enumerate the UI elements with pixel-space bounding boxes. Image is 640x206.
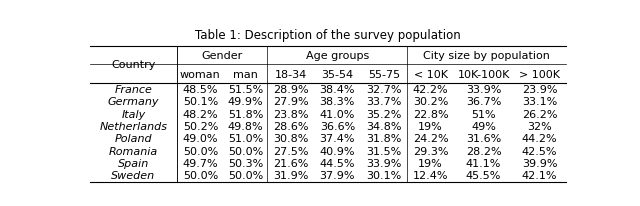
Text: 37.9%: 37.9%	[319, 171, 355, 181]
Text: Italy: Italy	[122, 109, 146, 119]
Text: 42.2%: 42.2%	[413, 85, 449, 95]
Text: 27.5%: 27.5%	[273, 146, 308, 156]
Text: < 10K: < 10K	[413, 69, 448, 79]
Text: 24.2%: 24.2%	[413, 134, 449, 144]
Text: 50.0%: 50.0%	[183, 146, 218, 156]
Text: Germany: Germany	[108, 97, 159, 107]
Text: 41.0%: 41.0%	[319, 109, 355, 119]
Text: 51.8%: 51.8%	[228, 109, 263, 119]
Text: 35.2%: 35.2%	[366, 109, 402, 119]
Text: 33.9%: 33.9%	[366, 158, 402, 168]
Text: 22.8%: 22.8%	[413, 109, 449, 119]
Text: 19%: 19%	[419, 122, 443, 131]
Text: 18-34: 18-34	[275, 69, 307, 79]
Text: 31.5%: 31.5%	[366, 146, 402, 156]
Text: 49.9%: 49.9%	[228, 97, 263, 107]
Text: 50.1%: 50.1%	[183, 97, 218, 107]
Text: 36.7%: 36.7%	[466, 97, 501, 107]
Text: 12.4%: 12.4%	[413, 171, 449, 181]
Text: Age groups: Age groups	[306, 51, 369, 61]
Text: Gender: Gender	[202, 51, 243, 61]
Text: 31.8%: 31.8%	[366, 134, 402, 144]
Text: 44.5%: 44.5%	[319, 158, 355, 168]
Text: 42.1%: 42.1%	[522, 171, 557, 181]
Text: 50.3%: 50.3%	[228, 158, 263, 168]
Text: 51.0%: 51.0%	[228, 134, 263, 144]
Text: > 100K: > 100K	[519, 69, 560, 79]
Text: 33.7%: 33.7%	[366, 97, 402, 107]
Text: 36.6%: 36.6%	[320, 122, 355, 131]
Text: 19%: 19%	[419, 158, 443, 168]
Text: Romania: Romania	[109, 146, 158, 156]
Text: 33.1%: 33.1%	[522, 97, 557, 107]
Text: 50.0%: 50.0%	[228, 171, 263, 181]
Text: woman: woman	[180, 69, 221, 79]
Text: 26.2%: 26.2%	[522, 109, 557, 119]
Text: 40.9%: 40.9%	[319, 146, 355, 156]
Text: 31.6%: 31.6%	[466, 134, 501, 144]
Text: France: France	[115, 85, 152, 95]
Text: 32.7%: 32.7%	[366, 85, 402, 95]
Text: 55-75: 55-75	[368, 69, 400, 79]
Text: 38.3%: 38.3%	[319, 97, 355, 107]
Text: 10K-100K: 10K-100K	[458, 69, 510, 79]
Text: 49.8%: 49.8%	[228, 122, 263, 131]
Text: 28.6%: 28.6%	[273, 122, 308, 131]
Text: 30.8%: 30.8%	[273, 134, 308, 144]
Text: Spain: Spain	[118, 158, 149, 168]
Text: 49%: 49%	[471, 122, 496, 131]
Text: Table 1: Description of the survey population: Table 1: Description of the survey popul…	[195, 29, 461, 42]
Text: 33.9%: 33.9%	[466, 85, 501, 95]
Text: 48.2%: 48.2%	[182, 109, 218, 119]
Text: 28.2%: 28.2%	[466, 146, 501, 156]
Text: 49.0%: 49.0%	[182, 134, 218, 144]
Text: City size by population: City size by population	[423, 51, 550, 61]
Text: 27.9%: 27.9%	[273, 97, 308, 107]
Text: 29.3%: 29.3%	[413, 146, 449, 156]
Text: 50.2%: 50.2%	[182, 122, 218, 131]
Text: Poland: Poland	[115, 134, 152, 144]
Text: 23.8%: 23.8%	[273, 109, 308, 119]
Text: 41.1%: 41.1%	[466, 158, 501, 168]
Text: 30.2%: 30.2%	[413, 97, 449, 107]
Text: 49.7%: 49.7%	[182, 158, 218, 168]
Text: 38.4%: 38.4%	[319, 85, 355, 95]
Text: 44.2%: 44.2%	[522, 134, 557, 144]
Text: 21.6%: 21.6%	[273, 158, 308, 168]
Text: 42.5%: 42.5%	[522, 146, 557, 156]
Text: 45.5%: 45.5%	[466, 171, 501, 181]
Text: Netherlands: Netherlands	[99, 122, 168, 131]
Text: 51%: 51%	[471, 109, 496, 119]
Text: 35-54: 35-54	[321, 69, 353, 79]
Text: Sweden: Sweden	[111, 171, 156, 181]
Text: 30.1%: 30.1%	[366, 171, 402, 181]
Text: 37.4%: 37.4%	[319, 134, 355, 144]
Text: 28.9%: 28.9%	[273, 85, 308, 95]
Text: 23.9%: 23.9%	[522, 85, 557, 95]
Text: 50.0%: 50.0%	[228, 146, 263, 156]
Text: 34.8%: 34.8%	[366, 122, 402, 131]
Text: 39.9%: 39.9%	[522, 158, 557, 168]
Text: 51.5%: 51.5%	[228, 85, 263, 95]
Text: 48.5%: 48.5%	[182, 85, 218, 95]
Text: Country: Country	[111, 60, 156, 70]
Text: 50.0%: 50.0%	[183, 171, 218, 181]
Text: 31.9%: 31.9%	[273, 171, 308, 181]
Text: man: man	[233, 69, 258, 79]
Text: 32%: 32%	[527, 122, 552, 131]
